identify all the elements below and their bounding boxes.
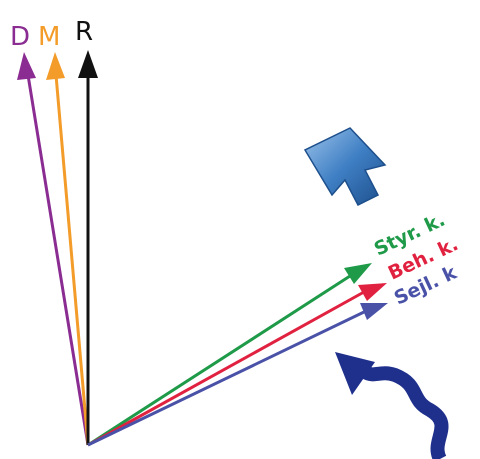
arrowhead-beh [358, 283, 387, 301]
current-arrow [361, 365, 449, 459]
vector-beh [87, 290, 365, 447]
arrowhead-d [17, 52, 36, 80]
arrowhead-styr [344, 263, 372, 284]
vector-styr [87, 274, 351, 447]
vector-sejl [87, 310, 365, 447]
arrowhead-sejl [360, 303, 388, 320]
vector-d [26, 74, 90, 446]
label-d: D [10, 22, 30, 52]
vectors [17, 50, 388, 447]
label-r: R [75, 17, 93, 47]
current-arrowhead [335, 352, 375, 395]
label-m: M [38, 22, 60, 52]
vector-m [54, 74, 90, 446]
arrowhead-r [78, 50, 98, 78]
arrowhead-m [46, 52, 65, 80]
wind-arrow [303, 127, 387, 207]
